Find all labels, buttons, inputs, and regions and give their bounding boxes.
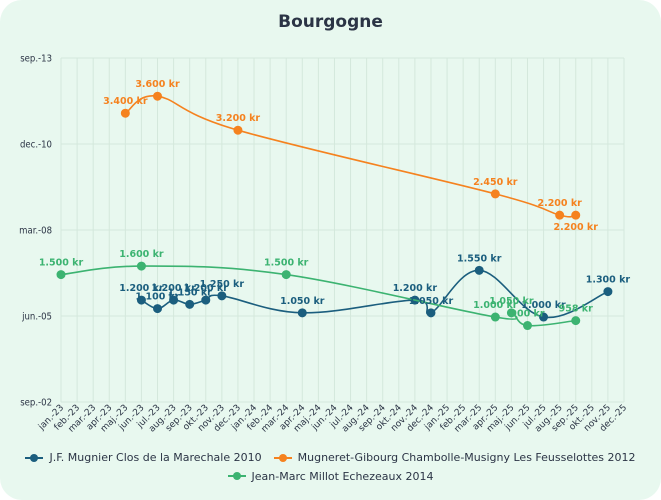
data-label: 3.400 kr — [103, 96, 148, 107]
data-point — [217, 291, 227, 301]
data-label: 2.200 kr — [554, 222, 599, 233]
chart-title: Bourgogne — [278, 12, 383, 32]
legend-item[interactable]: Jean-Marc Millot Echezeaux 2014 — [227, 468, 434, 485]
data-point — [297, 308, 307, 318]
data-point — [603, 287, 613, 297]
data-label: 1.100 kr — [135, 292, 180, 303]
data-label: 1.550 kr — [457, 253, 502, 264]
y-tick-label: jun.-05 — [21, 312, 52, 323]
data-label: 3.600 kr — [135, 79, 180, 90]
data-label: 958 kr — [559, 304, 593, 315]
data-point — [474, 265, 484, 275]
y-tick-label: dec.-10 — [20, 140, 52, 151]
data-point — [571, 316, 581, 326]
y-axis: sep.-02 jun.-05 mar.-08 dec.-10 sep.-13 — [19, 54, 52, 409]
data-label: 1.050 kr — [409, 296, 454, 307]
data-point — [233, 125, 243, 135]
data-point — [136, 295, 146, 305]
data-label: 1.150 kr — [167, 287, 212, 298]
series-group — [56, 91, 613, 331]
data-label: 1.200 kr — [393, 283, 438, 294]
legend: J.F. Mugnier Clos de la Marechale 2010 Mu… — [0, 449, 661, 486]
data-label: 1.050 kr — [280, 296, 325, 307]
data-point — [56, 270, 66, 280]
data-label: 1.000 kr — [521, 300, 566, 311]
data-label: 1.200 kr — [184, 283, 229, 294]
data-point — [506, 308, 516, 318]
y-tick-label: mar.-08 — [19, 226, 52, 237]
data-point — [153, 91, 163, 101]
data-point — [490, 312, 500, 322]
legend-item[interactable]: J.F. Mugnier Clos de la Marechale 2010 — [25, 449, 262, 466]
data-label: 1.500 kr — [264, 258, 309, 269]
data-label: 1.250 kr — [200, 279, 245, 290]
x-axis: jan.-23feb.-23mar.-23apr.-23maj.-23jun.-… — [36, 403, 629, 435]
y-tick-label: sep.-02 — [20, 398, 52, 409]
legend-label: Jean-Marc Millot Echezeaux 2014 — [251, 469, 434, 483]
data-point — [555, 210, 565, 220]
data-point — [169, 295, 179, 305]
data-point — [490, 189, 500, 199]
data-label: 900 kr — [510, 309, 544, 320]
data-point — [571, 210, 581, 220]
data-label: 1.600 kr — [119, 249, 164, 260]
y-tick-label: sep.-13 — [20, 54, 52, 65]
legend-label: Mugneret-Gibourg Chambolle-Musigny Les F… — [297, 451, 636, 464]
data-label: 3.200 kr — [216, 113, 261, 124]
data-label: 2.200 kr — [537, 198, 582, 209]
data-label: 1.050 kr — [489, 296, 534, 307]
data-point — [426, 308, 436, 318]
legend-marker-icon — [227, 471, 246, 481]
data-point — [281, 270, 291, 280]
legend-label: J.F. Mugnier Clos de la Marechale 2010 — [49, 451, 262, 464]
data-point — [522, 321, 532, 331]
grid — [60, 57, 625, 403]
legend-marker-icon — [273, 453, 292, 463]
data-label: 1.500 kr — [39, 258, 84, 269]
data-point — [539, 312, 549, 322]
data-point — [185, 299, 195, 309]
data-label: 1.300 kr — [586, 275, 631, 286]
data-label: 1.000 kr — [473, 300, 518, 311]
data-point — [136, 261, 146, 271]
data-label: 1.200 kr — [151, 283, 196, 294]
data-label: 1.200 kr — [119, 283, 164, 294]
data-point — [120, 108, 130, 118]
data-point — [153, 304, 163, 314]
data-point — [201, 295, 211, 305]
legend-marker-icon — [25, 453, 44, 463]
data-label: 2.450 kr — [473, 177, 518, 188]
data-labels: 1.200 kr1.100 kr1.200 kr1.150 kr1.200 kr… — [39, 79, 631, 319]
legend-item[interactable]: Mugneret-Gibourg Chambolle-Musigny Les F… — [273, 449, 636, 466]
